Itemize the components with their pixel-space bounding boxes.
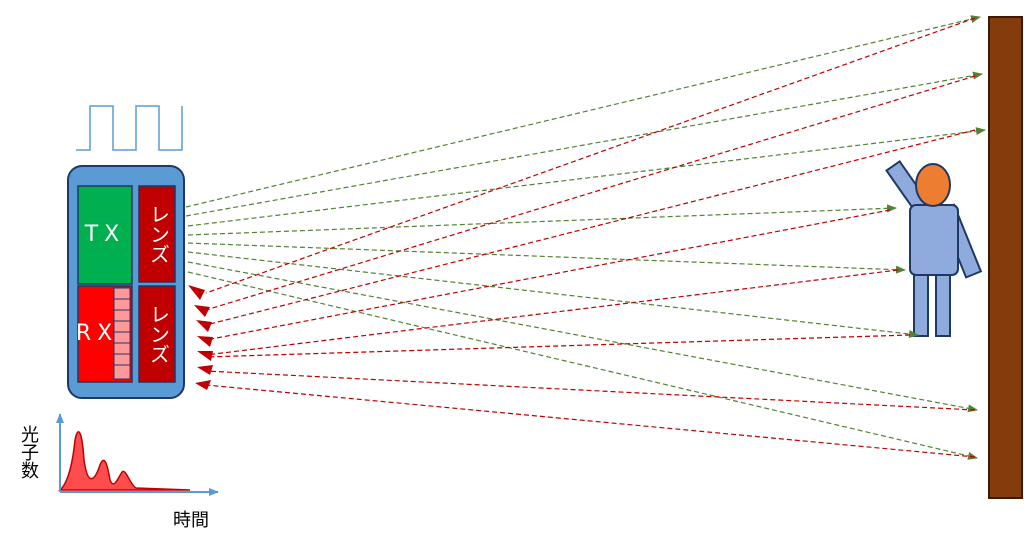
tx-lens-label: レンズ (147, 204, 171, 264)
tx-block (77, 185, 133, 285)
rx-lens-label: レンズ (147, 304, 171, 364)
person (885, 159, 983, 337)
photon-histogram (57, 431, 191, 491)
pulse-waveform (76, 105, 183, 151)
x-axis-label: 時間 (173, 510, 209, 531)
rx-lens (138, 285, 176, 383)
rx-label: RX (76, 321, 118, 346)
receiver-array (188, 285, 213, 390)
tx-lens (138, 185, 176, 283)
y-axis-label: 光子数 (18, 425, 39, 479)
tx-label: TX (84, 222, 126, 247)
reflected-rays (205, 17, 976, 458)
emitted-rays (185, 15, 986, 460)
sensor-array (113, 287, 131, 380)
wall (988, 16, 1023, 499)
